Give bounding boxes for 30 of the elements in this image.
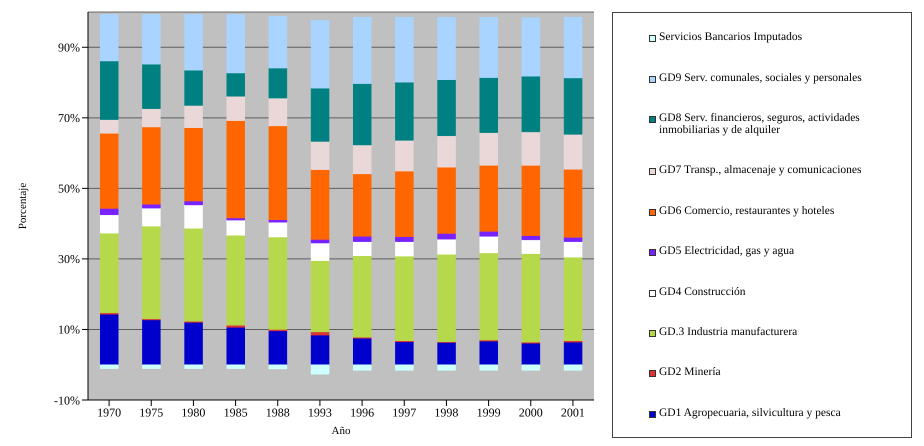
x-tick-label: 2000 [518,406,543,420]
x-tick-label: 1975 [139,406,164,420]
legend-label: GD9 Serv. comunales, sociales y personales [659,72,862,84]
y-tick-label: 70% [58,111,80,126]
y-tick-label: 90% [58,40,80,55]
legend-label: GD7 Transp., almacenaje y comunicaciones [659,164,862,176]
legend-label: GD8 Serv. financieros, seguros, actividades inmobiliarias y de alquiler [659,112,861,136]
x-tick-label: 1985 [224,406,248,420]
x-tick-label: 1996 [350,406,374,420]
legend-label: GD4 Construcción [659,286,746,298]
legend-label: GD.3 Industria manufacturera [659,326,798,338]
legend-label: GD1 Agropecuaria, silvicultura y pesca [659,406,841,419]
y-tick-label: 50% [58,182,80,196]
x-tick-label: 2001 [560,406,585,420]
x-tick-label: 1980 [181,406,206,420]
y-tick-label: 30% [58,252,80,266]
x-tick-label: 1998 [434,406,458,420]
x-tick-label: 1970 [97,406,122,420]
x-tick-label: 1997 [392,406,416,420]
x-axis-title: Año [332,425,351,437]
y-tick-label: -10% [54,393,80,408]
x-tick-label: 1999 [476,406,501,420]
x-tick-label: 1993 [308,406,332,420]
legend-label: Servicios Bancarios Imputados [659,31,802,44]
legend-label: GD6 Comercio, restaurantes y hoteles [659,204,834,217]
y-tick-label: 10% [58,322,80,337]
legend-label: GD5 Electricidad, gas y agua [659,245,794,258]
legend-label: GD2 Minería [659,366,721,378]
y-axis-title: Porcentaje [16,182,29,230]
x-tick-label: 1988 [266,406,290,420]
